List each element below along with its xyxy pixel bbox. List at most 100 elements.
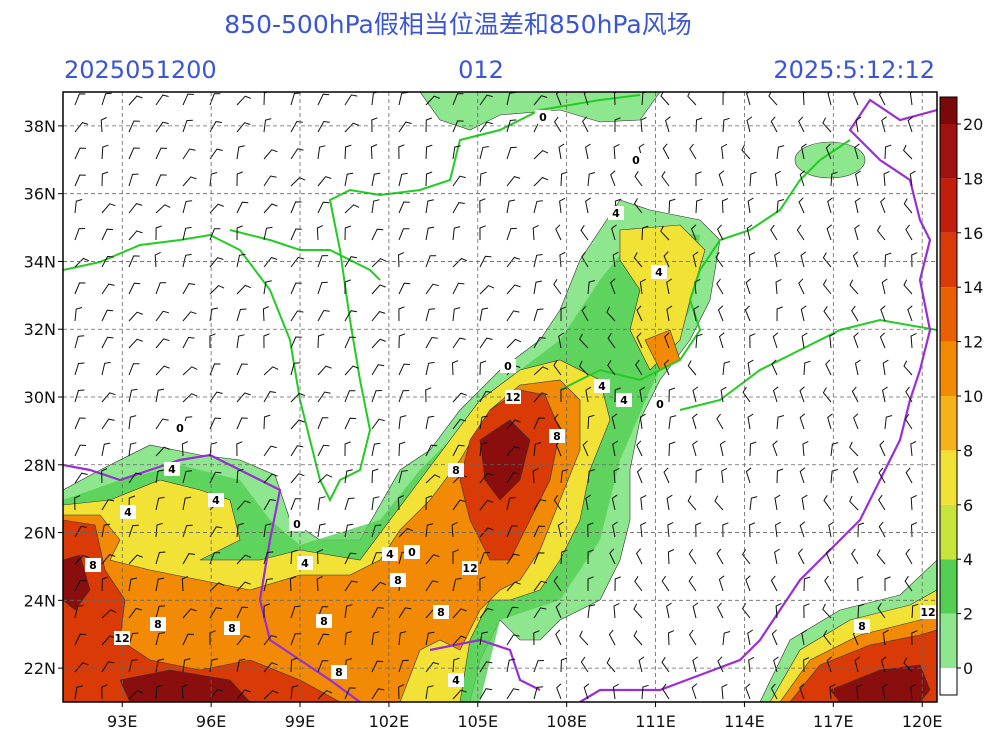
wind-barb bbox=[910, 683, 917, 700]
wind-barb bbox=[236, 95, 251, 106]
wind-barb bbox=[722, 361, 731, 376]
wind-barb bbox=[451, 360, 459, 376]
contour-label: 4 bbox=[655, 266, 663, 279]
wind-barb bbox=[262, 306, 270, 322]
wind-barb bbox=[290, 657, 298, 673]
wind-barb bbox=[236, 363, 248, 376]
wind-barb bbox=[636, 332, 643, 349]
wind-barb bbox=[209, 121, 222, 133]
wind-barb bbox=[747, 359, 754, 376]
wind-barb bbox=[506, 338, 522, 349]
wind-barb bbox=[506, 688, 520, 700]
wind-barb bbox=[663, 251, 670, 268]
lat-tick-label: 28N bbox=[24, 456, 56, 475]
wind-barb bbox=[263, 578, 273, 592]
wind-barb bbox=[610, 278, 616, 295]
contour-label: 8 bbox=[394, 574, 402, 587]
wind-barb bbox=[317, 365, 332, 376]
wind-barb bbox=[796, 224, 805, 241]
wind-barb bbox=[903, 144, 913, 160]
wind-barb bbox=[398, 415, 407, 430]
contour-label: 4 bbox=[301, 557, 309, 570]
wind-barb bbox=[181, 441, 189, 457]
wind-barb bbox=[718, 332, 725, 349]
wind-barb bbox=[721, 143, 728, 160]
wind-barb bbox=[613, 92, 619, 106]
wind-barb bbox=[263, 499, 276, 511]
wind-barb bbox=[608, 629, 616, 646]
colorbar-below bbox=[940, 668, 957, 695]
wind-barb bbox=[209, 148, 223, 160]
wind-barb bbox=[772, 440, 778, 457]
wind-barb bbox=[74, 307, 83, 322]
wind-barb bbox=[155, 225, 162, 241]
wind-barb bbox=[851, 548, 859, 565]
contour-label: 8 bbox=[452, 464, 460, 477]
wind-barb bbox=[101, 171, 109, 187]
contour-label: 8 bbox=[335, 666, 343, 679]
lon-tick-label: 105E bbox=[457, 712, 498, 731]
wind-barb bbox=[263, 551, 274, 565]
wind-barb bbox=[155, 496, 165, 511]
wind-barb bbox=[236, 122, 251, 133]
wind-barb bbox=[236, 689, 251, 700]
wind-barb bbox=[398, 228, 410, 241]
wind-barb bbox=[770, 116, 778, 133]
wind-barb bbox=[693, 305, 700, 322]
wind-barb bbox=[533, 280, 542, 295]
wind-barb bbox=[128, 607, 143, 619]
wind-barb bbox=[905, 467, 913, 484]
wind-barb bbox=[587, 469, 596, 484]
wind-barb bbox=[614, 387, 621, 403]
wind-barb bbox=[344, 310, 358, 322]
wind-barb bbox=[611, 413, 618, 430]
wind-barb bbox=[317, 281, 328, 295]
wind-barb bbox=[101, 661, 115, 673]
wind-barb bbox=[717, 305, 724, 322]
colorbar-segment bbox=[940, 124, 957, 179]
colorbar-segment bbox=[940, 232, 957, 288]
wind-barb bbox=[641, 92, 649, 106]
wind-barb bbox=[910, 495, 917, 511]
wind-barb bbox=[799, 170, 806, 187]
contour-label: 8 bbox=[228, 622, 236, 635]
wind-barb bbox=[852, 251, 859, 268]
wind-barb bbox=[718, 575, 725, 592]
wind-barb bbox=[556, 683, 562, 700]
lon-tick-label: 102E bbox=[369, 712, 410, 731]
valid-time: 2025:5:12:12 bbox=[773, 56, 935, 84]
wind-barb bbox=[558, 332, 565, 349]
wind-barb bbox=[479, 442, 488, 457]
wind-barb bbox=[371, 199, 380, 214]
wind-barb bbox=[128, 415, 137, 430]
wind-barb bbox=[236, 145, 245, 160]
wind-barb bbox=[479, 337, 493, 349]
wind-barb bbox=[371, 311, 386, 322]
lat-tick-label: 22N bbox=[24, 659, 56, 678]
wind-barb bbox=[290, 392, 306, 403]
wind-barb bbox=[209, 203, 224, 214]
wind-barb bbox=[209, 582, 225, 592]
wind-barb bbox=[717, 602, 724, 619]
wind-barb bbox=[801, 332, 808, 349]
wind-barb bbox=[691, 224, 697, 241]
wind-barb bbox=[853, 413, 859, 430]
wind-barb bbox=[695, 468, 702, 484]
wind-barb bbox=[854, 197, 861, 214]
wind-barb bbox=[101, 203, 116, 214]
wind-barb bbox=[851, 305, 859, 322]
wind-barb bbox=[533, 95, 548, 106]
wind-barb bbox=[715, 252, 724, 268]
wind-barb bbox=[612, 683, 619, 700]
wind-barb bbox=[290, 256, 305, 268]
wind-barb bbox=[209, 688, 224, 700]
wind-barb bbox=[907, 116, 914, 133]
wind-barb bbox=[694, 278, 701, 295]
wind-barb bbox=[660, 225, 670, 241]
wind-barb bbox=[452, 392, 467, 403]
contour-label-bg bbox=[920, 605, 936, 619]
wind-barb bbox=[695, 117, 703, 133]
wind-barb bbox=[884, 576, 891, 591]
wind-barb bbox=[290, 362, 301, 376]
wind-barb bbox=[155, 121, 169, 133]
